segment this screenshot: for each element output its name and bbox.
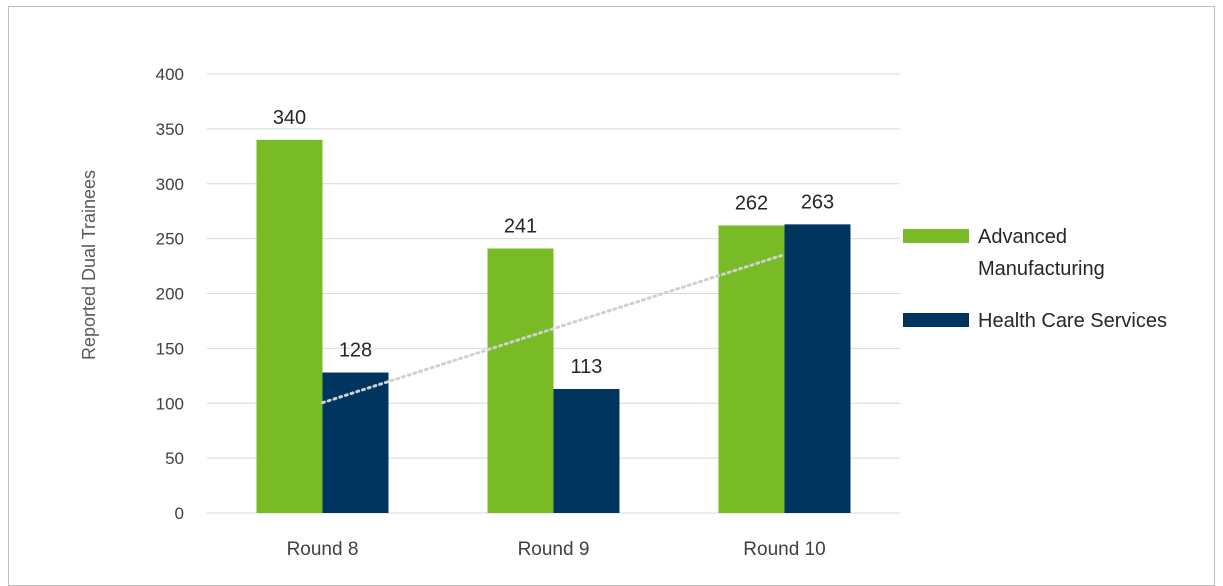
bar — [718, 225, 785, 513]
bar — [784, 224, 851, 514]
y-tick-label: 250 — [156, 230, 184, 249]
data-label: 262 — [735, 192, 768, 214]
y-axis-label: Reported Dual Trainees — [79, 170, 99, 360]
y-axis-ticks: 0 50 100 150 200 250 300 350 400 — [156, 65, 184, 523]
x-category-label: Round 10 — [743, 539, 825, 560]
y-tick-label: 400 — [156, 65, 184, 84]
x-axis-categories: Round 8 Round 9 Round 10 — [287, 539, 826, 560]
y-tick-label: 200 — [156, 285, 184, 304]
y-tick-label: 100 — [156, 394, 184, 413]
bar — [487, 248, 554, 513]
data-label: 241 — [504, 216, 537, 238]
legend-label: Advanced Manufacturing — [978, 226, 1105, 280]
bars — [256, 139, 851, 514]
trendline — [321, 253, 786, 405]
x-category-label: Round 9 — [518, 539, 590, 560]
x-category-label: Round 8 — [287, 539, 359, 560]
legend-swatch — [903, 229, 969, 243]
data-label: 263 — [801, 191, 834, 213]
y-tick-label: 350 — [156, 120, 184, 139]
bar — [322, 372, 389, 513]
y-tick-label: 50 — [165, 449, 184, 468]
trendline-path — [321, 253, 786, 405]
data-labels: 340 128 241 113 262 263 — [273, 107, 834, 378]
bar — [256, 139, 323, 513]
y-tick-label: 300 — [156, 175, 184, 194]
y-tick-label: 150 — [156, 339, 184, 358]
legend: Advanced Manufacturing Health Care Service… — [903, 226, 1167, 332]
legend-label: Health Care Services — [978, 310, 1167, 332]
data-label: 113 — [571, 356, 603, 378]
data-label: 340 — [273, 107, 306, 129]
y-tick-label: 0 — [175, 504, 184, 523]
data-label: 128 — [339, 340, 372, 362]
bar — [553, 388, 620, 513]
legend-swatch — [903, 313, 969, 327]
